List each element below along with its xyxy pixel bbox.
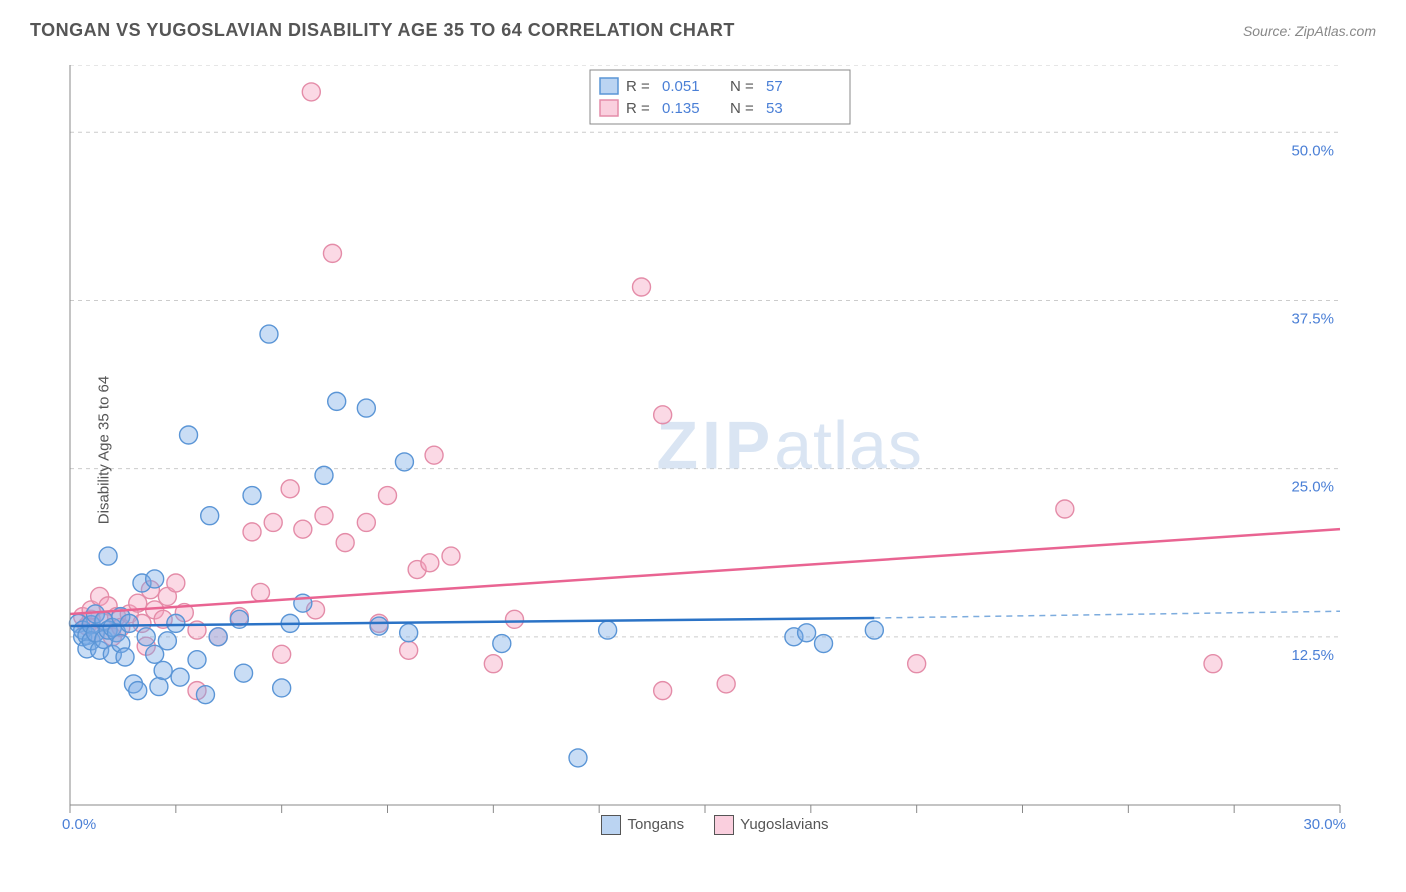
legend-swatch-pink [714,815,734,835]
chart-area: Disability Age 35 to 64 12.5%25.0%37.5%5… [50,65,1380,835]
legend-item-tongans: Tongans [601,815,684,835]
svg-text:12.5%: 12.5% [1291,647,1334,664]
legend-label-yugoslavians: Yugoslavians [740,816,828,833]
bottom-legend: Tongans Yugoslavians [50,815,1380,835]
svg-text:50.0%: 50.0% [1291,142,1334,159]
svg-text:37.5%: 37.5% [1291,310,1334,327]
svg-text:0.051: 0.051 [662,78,700,95]
legend-item-yugoslavians: Yugoslavians [714,815,828,835]
svg-text:N =: N = [730,100,754,117]
svg-text:25.0%: 25.0% [1291,479,1334,496]
legend-swatch-blue [601,815,621,835]
legend-label-tongans: Tongans [627,816,684,833]
chart-header: TONGAN VS YUGOSLAVIAN DISABILITY AGE 35 … [30,20,1376,41]
chart-source: Source: ZipAtlas.com [1243,23,1376,39]
y-axis-label: Disability Age 35 to 64 [96,376,113,524]
chart-title: TONGAN VS YUGOSLAVIAN DISABILITY AGE 35 … [30,20,735,41]
svg-text:N =: N = [730,78,754,95]
svg-text:ZIPatlas: ZIPatlas [656,408,922,484]
svg-text:R =: R = [626,100,650,117]
scatter-plot-svg: 12.5%25.0%37.5%50.0%ZIPatlas0.0%30.0%R =… [50,65,1380,835]
svg-text:53: 53 [766,100,783,117]
svg-text:57: 57 [766,78,783,95]
svg-text:R =: R = [626,78,650,95]
svg-text:0.135: 0.135 [662,100,700,117]
